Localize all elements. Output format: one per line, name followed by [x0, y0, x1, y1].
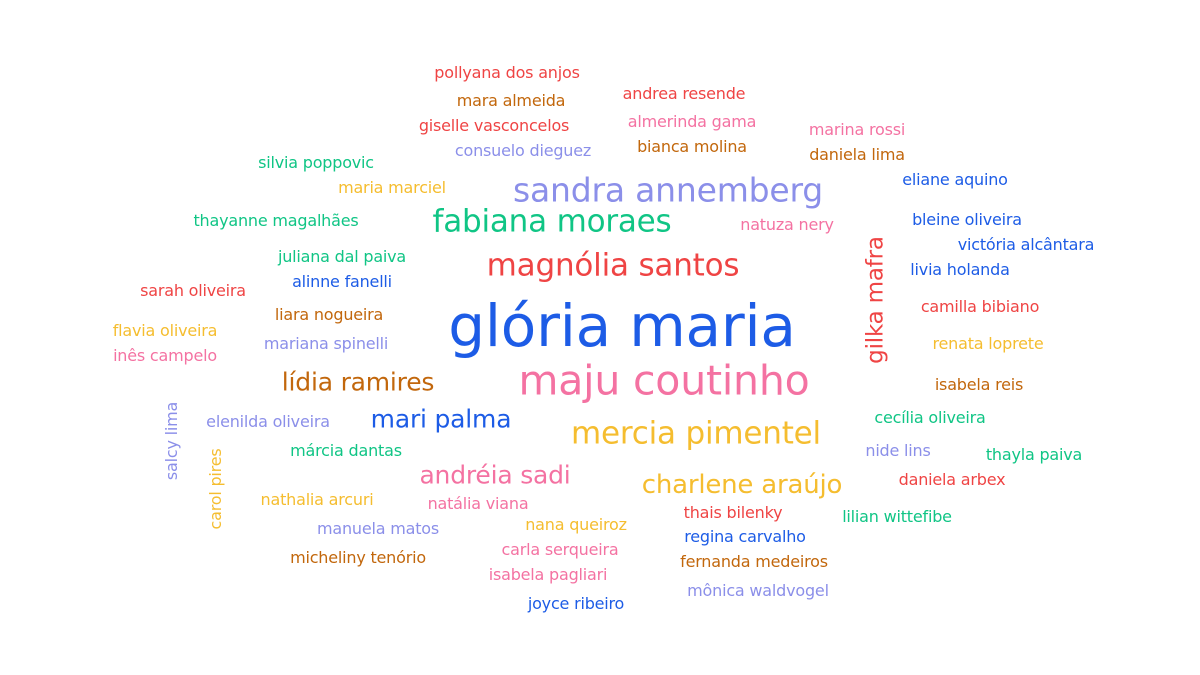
word-mara-almeida: mara almeida [456, 91, 566, 110]
word-flavia-oliveira: flavia oliveira [112, 321, 218, 340]
word-thayla-paiva: thayla paiva [985, 445, 1083, 464]
word-magnolia-santos: magnólia santos [486, 247, 740, 284]
word-fabiana-moraes: fabiana moraes [432, 203, 672, 240]
word-charlene-araujo: charlene araújo [641, 470, 843, 500]
word-isabela-reis: isabela reis [934, 375, 1024, 394]
word-marcia-dantas: márcia dantas [290, 441, 402, 460]
word-gloria-maria: glória maria [448, 292, 796, 360]
word-regina-carvalho: regina carvalho [684, 527, 806, 546]
word-giselle-vasconcelos: giselle vasconcelos [418, 116, 570, 135]
word-lilian-wittefibe: lilian wittefibe [842, 507, 952, 526]
word-carla-serqueira: carla serqueira [501, 540, 619, 559]
word-bleine-oliveira: bleine oliveira [912, 210, 1022, 229]
word-cecilia-oliveira: cecília oliveira [874, 408, 986, 427]
word-nide-lins: nide lins [865, 441, 931, 460]
word-fernanda-medeiros: fernanda medeiros [680, 552, 828, 571]
word-carol-pires: carol pires [206, 448, 225, 530]
word-camilla-bibiano: camilla bibiano [920, 297, 1040, 316]
word-isabela-pagliari: isabela pagliari [488, 565, 608, 584]
word-micheliny-tenorio: micheliny tenório [290, 548, 426, 567]
word-daniela-arbex: daniela arbex [898, 470, 1006, 489]
word-ines-campelo: inês campelo [113, 346, 217, 365]
word-alinne-fanelli: alinne fanelli [292, 272, 392, 291]
word-eliane-aquino: eliane aquino [902, 170, 1008, 189]
word-monica-waldvogel: mônica waldvogel [687, 581, 829, 600]
word-salcy-lima: salcy lima [162, 401, 181, 481]
word-manuela-matos: manuela matos [316, 519, 440, 538]
word-nana-queiroz: nana queiroz [525, 515, 627, 534]
word-liara-nogueira: liara nogueira [274, 305, 384, 324]
word-nathalia-arcuri: nathalia arcuri [260, 490, 374, 509]
word-gilka-mafra: gilka mafra [862, 236, 889, 364]
word-maria-marciel: maria marciel [338, 178, 446, 197]
word-mari-palma: mari palma [370, 404, 512, 434]
word-lidia-ramires: lídia ramires [281, 367, 435, 397]
word-andrea-resende: andrea resende [622, 84, 746, 103]
word-victoria-alcantara: victória alcântara [957, 235, 1095, 254]
word-sandra-annemberg: sandra annemberg [512, 170, 824, 210]
word-joyce-ribeiro: joyce ribeiro [527, 594, 625, 613]
word-livia-holanda: livia holanda [910, 260, 1010, 279]
word-thais-bilenky: thais bilenky [683, 503, 783, 522]
word-thayanne-magalhaes: thayanne magalhães [193, 211, 359, 230]
word-pollyana-dos-anjos: pollyana dos anjos [434, 63, 580, 82]
word-marina-rossi: marina rossi [808, 120, 906, 139]
word-natalia-viana: natália viana [427, 494, 529, 513]
word-daniela-lima: daniela lima [809, 145, 905, 164]
word-mariana-spinelli: mariana spinelli [263, 334, 389, 353]
word-maju-coutinho: maju coutinho [518, 356, 810, 405]
word-silvia-poppovic: silvia poppovic [258, 153, 374, 172]
word-natuza-nery: natuza nery [740, 215, 834, 234]
word-bianca-molina: bianca molina [637, 137, 747, 156]
word-consuelo-dieguez: consuelo dieguez [454, 141, 592, 160]
word-sarah-oliveira: sarah oliveira [140, 281, 246, 300]
word-andreia-sadi: andréia sadi [419, 460, 571, 490]
word-elenilda-oliveira: elenilda oliveira [206, 412, 330, 431]
word-almerinda-gama: almerinda gama [627, 112, 757, 131]
word-juliana-dal-paiva: juliana dal paiva [277, 247, 407, 266]
word-renata-loprete: renata loprete [932, 334, 1044, 353]
word-mercia-pimentel: mercia pimentel [571, 415, 821, 452]
